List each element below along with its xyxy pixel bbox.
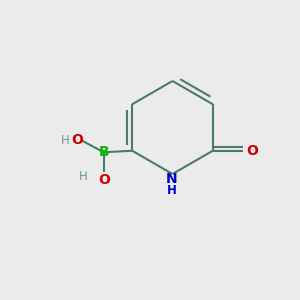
Text: N: N: [166, 172, 178, 186]
Text: ·: ·: [98, 173, 102, 183]
Text: H: H: [61, 134, 69, 147]
Text: O: O: [246, 144, 258, 158]
Text: O: O: [71, 133, 83, 147]
Text: B: B: [98, 145, 109, 159]
Text: H: H: [167, 184, 177, 196]
Text: H: H: [79, 170, 87, 183]
Text: O: O: [98, 173, 110, 187]
